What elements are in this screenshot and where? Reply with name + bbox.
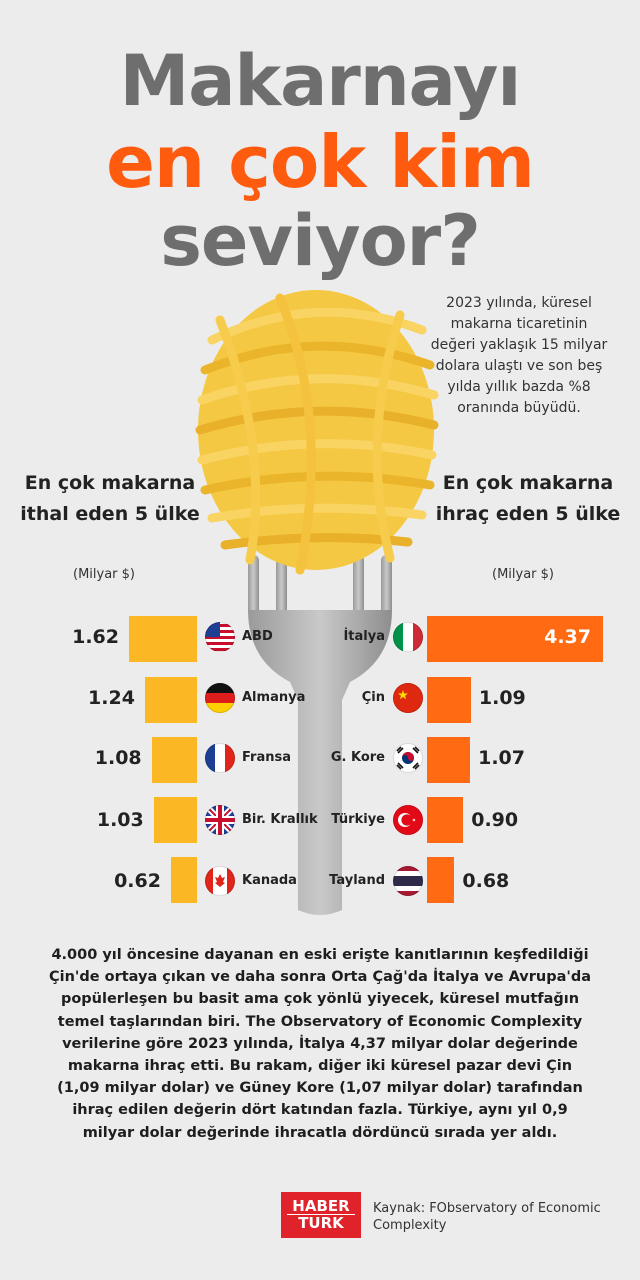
title-line-2: en çok kim	[106, 120, 535, 204]
import-value-label: 0.62	[114, 870, 161, 892]
source-text: Kaynak: FObservatory of Economic Complex…	[373, 1201, 601, 1233]
canada-flag-icon	[205, 866, 235, 896]
export-value-label: 1.07	[478, 747, 525, 769]
export-country-label: Tayland	[329, 873, 385, 888]
germany-flag-icon	[205, 683, 235, 713]
export-bar	[427, 737, 471, 783]
import-value-label: 1.03	[96, 809, 144, 831]
us-flag-icon	[205, 622, 235, 652]
import-heading: En çok makarna ithal eden 5 ülke	[20, 472, 200, 525]
import-country-label: Fransa	[242, 750, 291, 765]
export-bar	[427, 797, 464, 843]
import-bar	[144, 677, 197, 723]
china-flag-icon	[393, 683, 423, 713]
logo-line-1: HABER	[292, 1197, 350, 1215]
import-country-label: Almanya	[242, 690, 306, 705]
import-bar	[151, 737, 197, 783]
export-value-label: 1.09	[478, 687, 526, 709]
import-value-label: 1.08	[94, 747, 142, 769]
export-bar	[427, 677, 471, 723]
import-bar	[170, 857, 197, 903]
import-country-label: Bir. Krallık	[242, 812, 318, 827]
haberturk-logo: HABER TURK	[281, 1192, 361, 1238]
title-line-3: seviyor?	[160, 200, 481, 282]
export-bar	[427, 857, 455, 903]
title-line-1: Makarnayı	[119, 40, 522, 122]
body-text: 4.000 yıl öncesine dayanan en eski erişt…	[48, 947, 591, 1141]
export-country-label: G. Kore	[330, 750, 385, 765]
import-country-label: Kanada	[242, 873, 297, 888]
export-value-label: 4.37	[544, 626, 591, 648]
import-unit: (Milyar $)	[73, 567, 135, 582]
import-country-label: ABD	[242, 629, 273, 644]
import-value-label: 1.24	[88, 687, 135, 709]
south-korea-flag-icon	[393, 743, 423, 773]
logo-line-2: TURK	[298, 1214, 344, 1232]
export-value-label: 0.90	[471, 809, 519, 831]
export-country-label: Çin	[361, 690, 385, 705]
import-bar	[129, 616, 197, 662]
export-country-label: Türkiye	[331, 812, 385, 827]
export-bar	[427, 616, 603, 662]
france-flag-icon	[205, 743, 235, 773]
export-heading: En çok makarna ihraç eden 5 ülke	[435, 472, 621, 525]
import-value-label: 1.62	[72, 626, 119, 648]
uk-flag-icon	[205, 805, 235, 835]
thailand-flag-icon	[393, 866, 423, 896]
import-bar	[153, 797, 197, 843]
intro-text: 2023 yılında, küresel makarna ticaretini…	[430, 295, 608, 416]
export-unit: (Milyar $)	[492, 567, 554, 582]
export-value-label: 0.68	[462, 870, 510, 892]
italy-flag-icon	[393, 622, 423, 652]
export-country-label: İtalya	[343, 629, 385, 644]
turkey-flag-icon	[393, 805, 423, 835]
pasta-fork-illustration	[195, 290, 439, 915]
